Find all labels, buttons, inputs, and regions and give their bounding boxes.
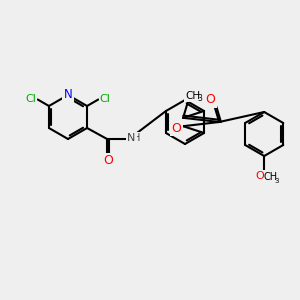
Text: N: N: [64, 88, 72, 101]
Text: O: O: [206, 93, 215, 106]
Text: 3: 3: [198, 94, 203, 103]
Text: CH: CH: [263, 172, 277, 182]
Text: 3: 3: [274, 178, 278, 184]
Text: CH: CH: [186, 91, 201, 100]
Text: Cl: Cl: [100, 94, 111, 104]
Text: Cl: Cl: [25, 94, 36, 104]
Text: O: O: [256, 171, 265, 181]
Text: N: N: [127, 133, 135, 143]
Text: O: O: [171, 122, 181, 134]
Text: O: O: [103, 154, 113, 167]
Text: H: H: [134, 133, 141, 143]
